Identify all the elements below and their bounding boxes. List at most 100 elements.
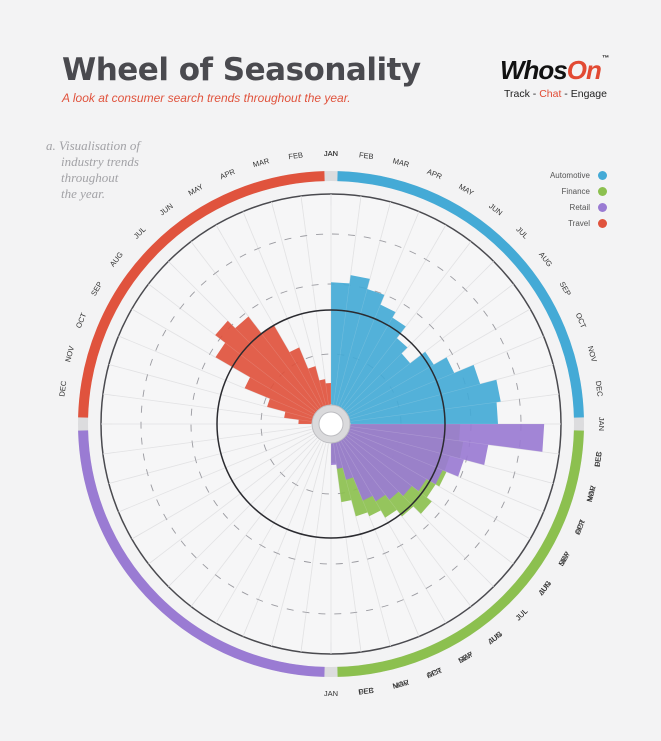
overlay-spoke — [333, 443, 360, 641]
overlay-spoke — [340, 234, 441, 407]
legend-item-retail: Retail — [550, 199, 607, 215]
overlay-spoke — [157, 290, 316, 413]
logo-text-whos: Whos — [500, 55, 568, 85]
area-travel — [215, 316, 331, 424]
grid-spoke — [271, 443, 327, 647]
legend-label: Retail — [569, 202, 590, 212]
overlay-spoke — [349, 431, 533, 508]
overlay-spoke — [197, 439, 320, 598]
month-label-automotive-nov: NOV — [586, 345, 599, 363]
month-label-travel-feb: FEB — [288, 150, 304, 161]
legend-item-finance: Finance — [550, 183, 607, 199]
overlay-spoke — [274, 443, 327, 636]
month-label-retail-may: MAY — [457, 650, 475, 666]
overlay-spoke — [114, 395, 312, 422]
overlay-spoke — [221, 234, 322, 407]
month-label-retail-jan: JAN — [324, 689, 338, 698]
month-label-retail-feb: FEB — [358, 686, 374, 697]
overlay-spoke — [348, 433, 521, 534]
overlay-spoke — [344, 269, 486, 411]
overlay-spoke — [247, 442, 324, 626]
overlay-spoke — [302, 207, 329, 405]
legend-swatch — [598, 202, 607, 212]
overlay-spoke — [157, 435, 316, 558]
month-label-travel-nov: NOV — [63, 345, 76, 363]
grid-spoke — [102, 393, 312, 422]
overlay-spoke — [119, 428, 312, 481]
grid-spoke — [215, 441, 322, 624]
month-label-automotive-feb: FEB — [358, 150, 374, 161]
legend-item-automotive: Automotive — [550, 167, 607, 183]
center-hub-inner — [318, 411, 344, 437]
chart-legend: Automotive Finance Retail Travel — [550, 167, 607, 231]
overlay-spoke — [335, 443, 388, 636]
month-label-automotive-apr: APR — [426, 167, 444, 181]
logo-trademark: ™ — [601, 55, 609, 62]
overlay-spoke — [346, 435, 505, 558]
month-label-travel-mar: MAR — [252, 156, 271, 169]
grid-spoke — [102, 426, 312, 455]
month-label-travel-jan: JAN — [324, 149, 338, 158]
month-label-travel-jun: JUN — [158, 201, 175, 217]
overlay-spoke — [221, 441, 322, 614]
month-label-finance-feb: FEB — [593, 451, 604, 467]
grid-spoke — [148, 435, 316, 565]
overlay-spoke — [342, 439, 465, 598]
month-label-travel-oct: OCT — [74, 311, 89, 329]
month-label-finance-mar: MAR — [585, 484, 598, 503]
mid-ring — [216, 309, 446, 539]
overlay-spoke — [119, 367, 312, 420]
month-label-automotive-sep: SEP — [558, 280, 573, 298]
overlay-spoke — [176, 437, 318, 579]
overlay-spoke — [176, 269, 318, 411]
month-label-retail-dec: DEC — [593, 450, 604, 467]
tagline-track: Track - — [504, 88, 540, 100]
legend-swatch — [598, 170, 607, 180]
month-label-retail-oct: OCT — [573, 518, 588, 536]
month-label-automotive-dec: DEC — [594, 380, 605, 397]
grid-spoke — [300, 443, 329, 653]
month-label-finance-dec: DEC — [358, 686, 375, 697]
legend-label: Finance — [561, 186, 590, 196]
grid-spoke — [300, 195, 329, 405]
month-label-automotive-jun: JUN — [487, 201, 504, 217]
area-automotive — [331, 275, 501, 424]
whoson-logo: WhosOn™ — [500, 55, 609, 86]
rim-arc-automotive — [337, 171, 584, 418]
rim-arc-finance — [337, 430, 584, 677]
month-label-travel-apr: APR — [219, 167, 237, 181]
grid-spoke — [190, 439, 320, 607]
rim-arc-travel — [78, 171, 325, 418]
month-label-retail-aug: AUG — [536, 579, 553, 598]
rim-arc-retail — [78, 430, 325, 677]
tagline-chat: Chat — [539, 88, 562, 100]
legend-swatch — [598, 186, 607, 196]
overlay-spoke — [338, 442, 415, 626]
month-label-travel-jul: JUL — [132, 225, 148, 241]
legend-item-travel: Travel — [550, 215, 607, 231]
overlay-spoke — [141, 314, 314, 415]
tagline-engage: - Engage — [561, 88, 607, 100]
overlay-spoke — [129, 431, 313, 508]
chart-title: Wheel of Seasonality — [62, 52, 421, 88]
annotation-note: a. Visualisation of industry trends thro… — [46, 138, 166, 202]
outer-rim — [78, 171, 584, 677]
month-label-travel-may: MAY — [187, 182, 205, 198]
month-label-retail-jul: JUL — [514, 607, 530, 623]
overlay-spoke — [350, 426, 548, 453]
overlay-spoke — [141, 433, 314, 534]
month-label-finance-jan: JAN — [597, 417, 606, 431]
overlay-spoke — [197, 250, 320, 409]
month-label-retail-nov: NOV — [585, 485, 598, 503]
overlay-spoke — [274, 212, 327, 405]
overlay-spoke — [338, 222, 415, 406]
month-label-retail-mar: MAR — [392, 678, 411, 691]
annotation-line-1: a. Visualisation of — [46, 138, 141, 153]
month-label-retail-apr: APR — [425, 666, 443, 680]
legend-swatch — [598, 218, 607, 228]
overlay-spoke — [349, 340, 533, 417]
grid-spoke — [242, 442, 324, 637]
month-label-travel-aug: AUG — [108, 250, 125, 269]
overlay-spoke — [247, 222, 324, 406]
